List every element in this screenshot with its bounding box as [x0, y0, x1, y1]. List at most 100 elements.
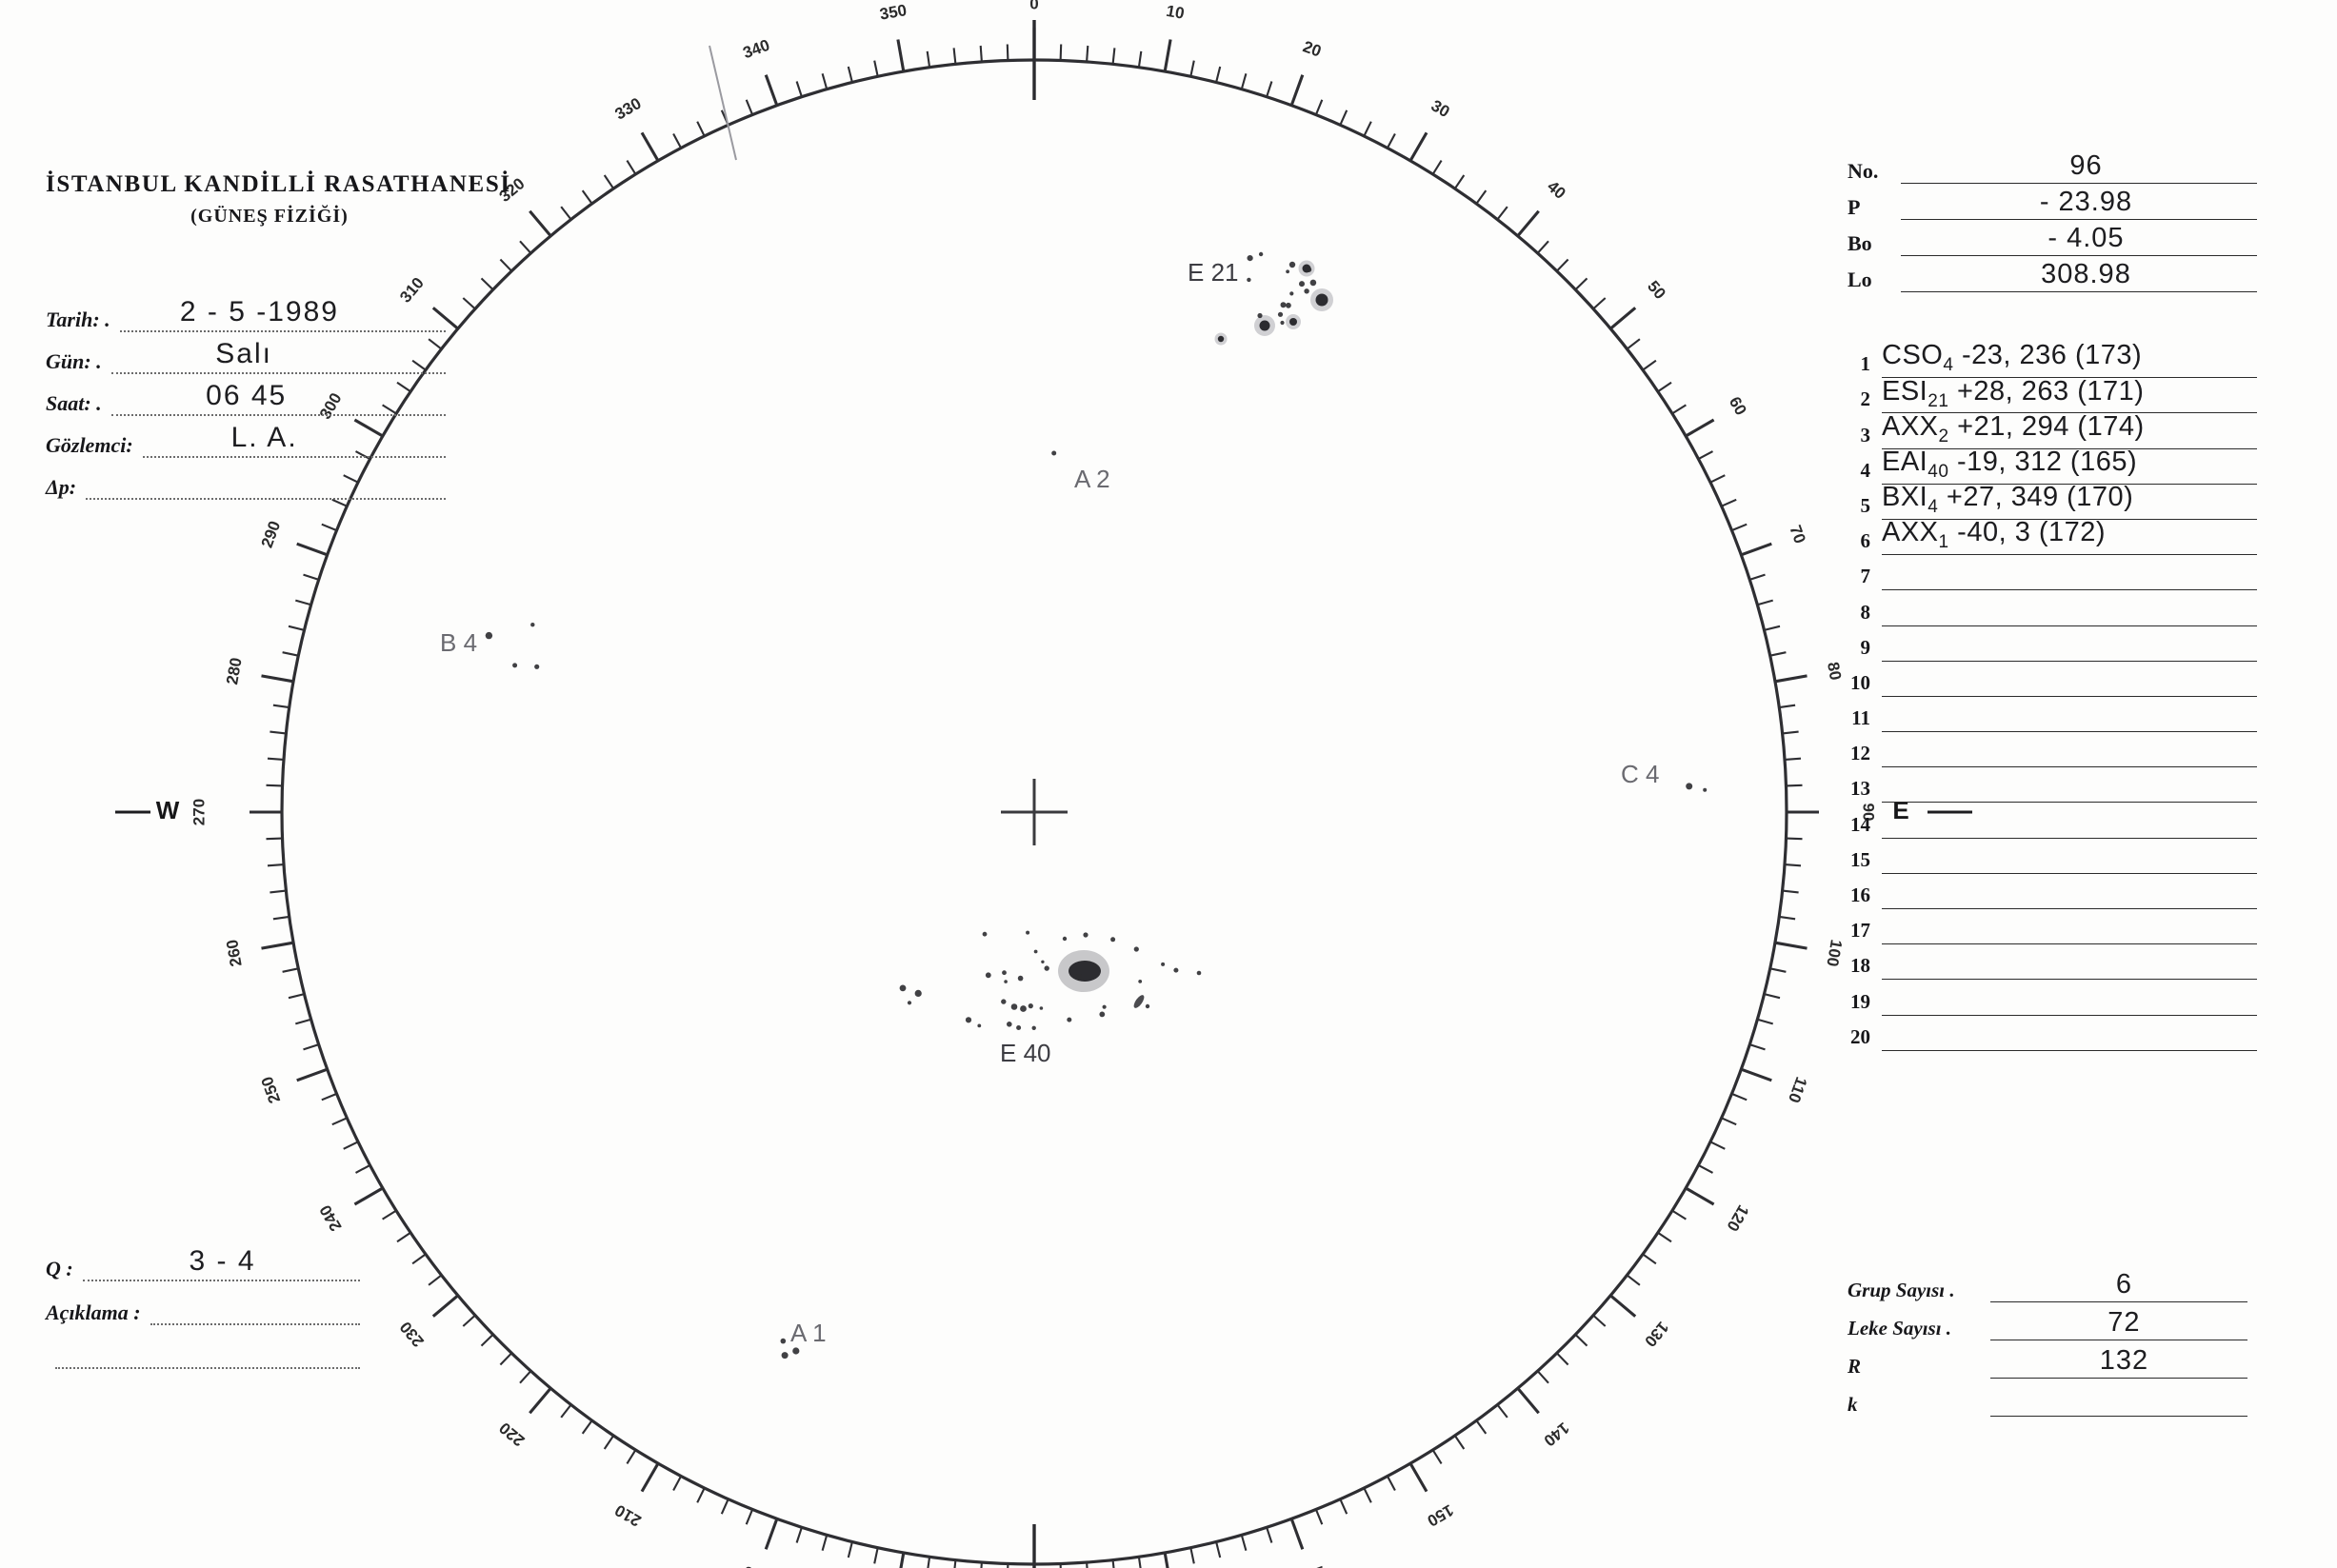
- limb-tick: [899, 1552, 906, 1568]
- group-line[interactable]: AXX2 +21, 294 (174): [1882, 411, 2257, 449]
- degree-label: 10: [1165, 2, 1186, 23]
- sunspot-pore: [1033, 949, 1038, 954]
- limb-tick: [431, 1294, 459, 1318]
- group-line[interactable]: [1882, 913, 2257, 945]
- sunspot-pore: [1067, 1017, 1072, 1022]
- field-line[interactable]: L. A.: [142, 422, 446, 458]
- param-line[interactable]: [1990, 1385, 2247, 1417]
- param-line[interactable]: 132: [1990, 1345, 2247, 1379]
- limb-tick: [343, 1141, 359, 1150]
- group-number: 9: [1860, 635, 1871, 659]
- field-label: Saat: .: [46, 391, 102, 415]
- stray-pencil-mark: [709, 45, 737, 161]
- group-number: 14: [1850, 812, 1870, 836]
- group-line[interactable]: EAI40 -19, 312 (165): [1882, 447, 2257, 485]
- param-line[interactable]: 72: [1990, 1307, 2247, 1340]
- field-label: Tarih: .: [46, 308, 110, 331]
- group-line[interactable]: [1882, 736, 2257, 768]
- param-line[interactable]: - 23.98: [1901, 187, 2257, 220]
- field-value: Salı: [215, 338, 272, 369]
- group-line[interactable]: [1882, 984, 2257, 1016]
- field-row: Tarih: . 2 - 5 -1989: [46, 290, 446, 332]
- sunspot-pore: [1277, 311, 1284, 317]
- group-line[interactable]: [1882, 701, 2257, 733]
- group-line[interactable]: [1882, 1020, 2257, 1051]
- degree-label: 70: [1786, 523, 1808, 546]
- sunspot-pore: [1247, 277, 1251, 283]
- field-row: Saat: . 06 45: [46, 374, 446, 416]
- group-line[interactable]: [1882, 630, 2257, 662]
- limb-tick: [560, 1403, 572, 1419]
- limb-tick: [1111, 1559, 1115, 1568]
- limb-tick: [1137, 50, 1143, 68]
- degree-label: 20: [1301, 37, 1324, 60]
- cardinal-degree-0: 0: [1029, 0, 1038, 12]
- limb-tick: [1496, 206, 1508, 221]
- group-line[interactable]: [1882, 948, 2257, 981]
- limb-tick: [1007, 1563, 1009, 1568]
- sunspot-umbra: [1069, 961, 1101, 982]
- param-line[interactable]: 96: [1901, 150, 2257, 184]
- group-line[interactable]: [1882, 843, 2257, 874]
- param-line[interactable]: 308.98: [1901, 259, 2257, 292]
- group-line[interactable]: [1882, 878, 2257, 909]
- limb-tick: [519, 1370, 532, 1384]
- observatory-title: İSTANBUL KANDİLLİ RASATHANESİ: [46, 171, 511, 197]
- group-row: 18: [1838, 944, 2257, 981]
- limb-tick: [1657, 381, 1672, 393]
- limb-tick: [270, 889, 287, 894]
- group-row: 15: [1838, 839, 2257, 874]
- limb-tick: [295, 1018, 311, 1025]
- limb-tick: [640, 1462, 660, 1493]
- group-number: 8: [1860, 600, 1871, 624]
- group-number: 19: [1850, 989, 1870, 1013]
- field-line[interactable]: 06 45: [110, 380, 446, 416]
- group-line[interactable]: [1882, 559, 2257, 591]
- group-row: 16: [1838, 874, 2257, 909]
- limb-tick: [270, 730, 287, 735]
- limb-tick: [873, 60, 879, 77]
- limb-tick: [1685, 1186, 1715, 1206]
- limb-tick: [1769, 651, 1787, 657]
- param-label: Grup Sayısı .: [1848, 1279, 1955, 1301]
- limb-tick: [1785, 757, 1802, 761]
- group-line[interactable]: [1882, 807, 2257, 839]
- group-line[interactable]: AXX1 -40, 3 (172): [1882, 517, 2257, 556]
- field-label: Gözlemci:: [46, 433, 133, 457]
- param-row: P - 23.98: [1848, 184, 2257, 220]
- sunspot-pore: [1138, 980, 1143, 983]
- group-line[interactable]: BXI4 +27, 349 (170): [1882, 482, 2257, 520]
- group-line[interactable]: [1882, 665, 2257, 697]
- limb-tick: [288, 993, 305, 1000]
- group-row: 7: [1838, 555, 2257, 591]
- limb-tick: [1779, 915, 1796, 921]
- field-line[interactable]: [55, 1335, 360, 1369]
- degree-label: 150: [1424, 1500, 1456, 1530]
- group-line[interactable]: ESI21 +28, 263 (171): [1882, 376, 2257, 414]
- degree-label: 290: [258, 519, 285, 550]
- limb-tick: [1189, 60, 1195, 77]
- field-line[interactable]: 2 - 5 -1989: [119, 296, 446, 332]
- group-number: 20: [1850, 1024, 1870, 1048]
- field-line[interactable]: 3 - 4: [82, 1245, 360, 1281]
- group-number: 10: [1850, 670, 1870, 694]
- field-row: Açıklama :: [46, 1281, 360, 1325]
- field-label: Δp:: [46, 475, 77, 499]
- field-line[interactable]: [150, 1291, 360, 1325]
- limb-tick: [1764, 625, 1781, 631]
- limb-tick: [953, 1559, 957, 1568]
- limb-tick: [321, 523, 337, 532]
- field-line[interactable]: [86, 466, 446, 500]
- param-row: Leke Sayısı . 72: [1848, 1302, 2247, 1340]
- limb-tick: [1786, 784, 1803, 787]
- group-line[interactable]: [1882, 595, 2257, 626]
- group-line[interactable]: CSO4 -23, 236 (173): [1882, 340, 2257, 379]
- param-row: Grup Sayısı . 6: [1848, 1264, 2247, 1302]
- param-line[interactable]: - 4.05: [1901, 223, 2257, 256]
- limb-tick: [847, 66, 853, 83]
- limb-tick: [696, 1487, 706, 1503]
- param-row: k: [1848, 1379, 2247, 1417]
- group-line[interactable]: [1882, 771, 2257, 804]
- param-line[interactable]: 6: [1990, 1269, 2247, 1302]
- field-line[interactable]: Salı: [110, 338, 446, 374]
